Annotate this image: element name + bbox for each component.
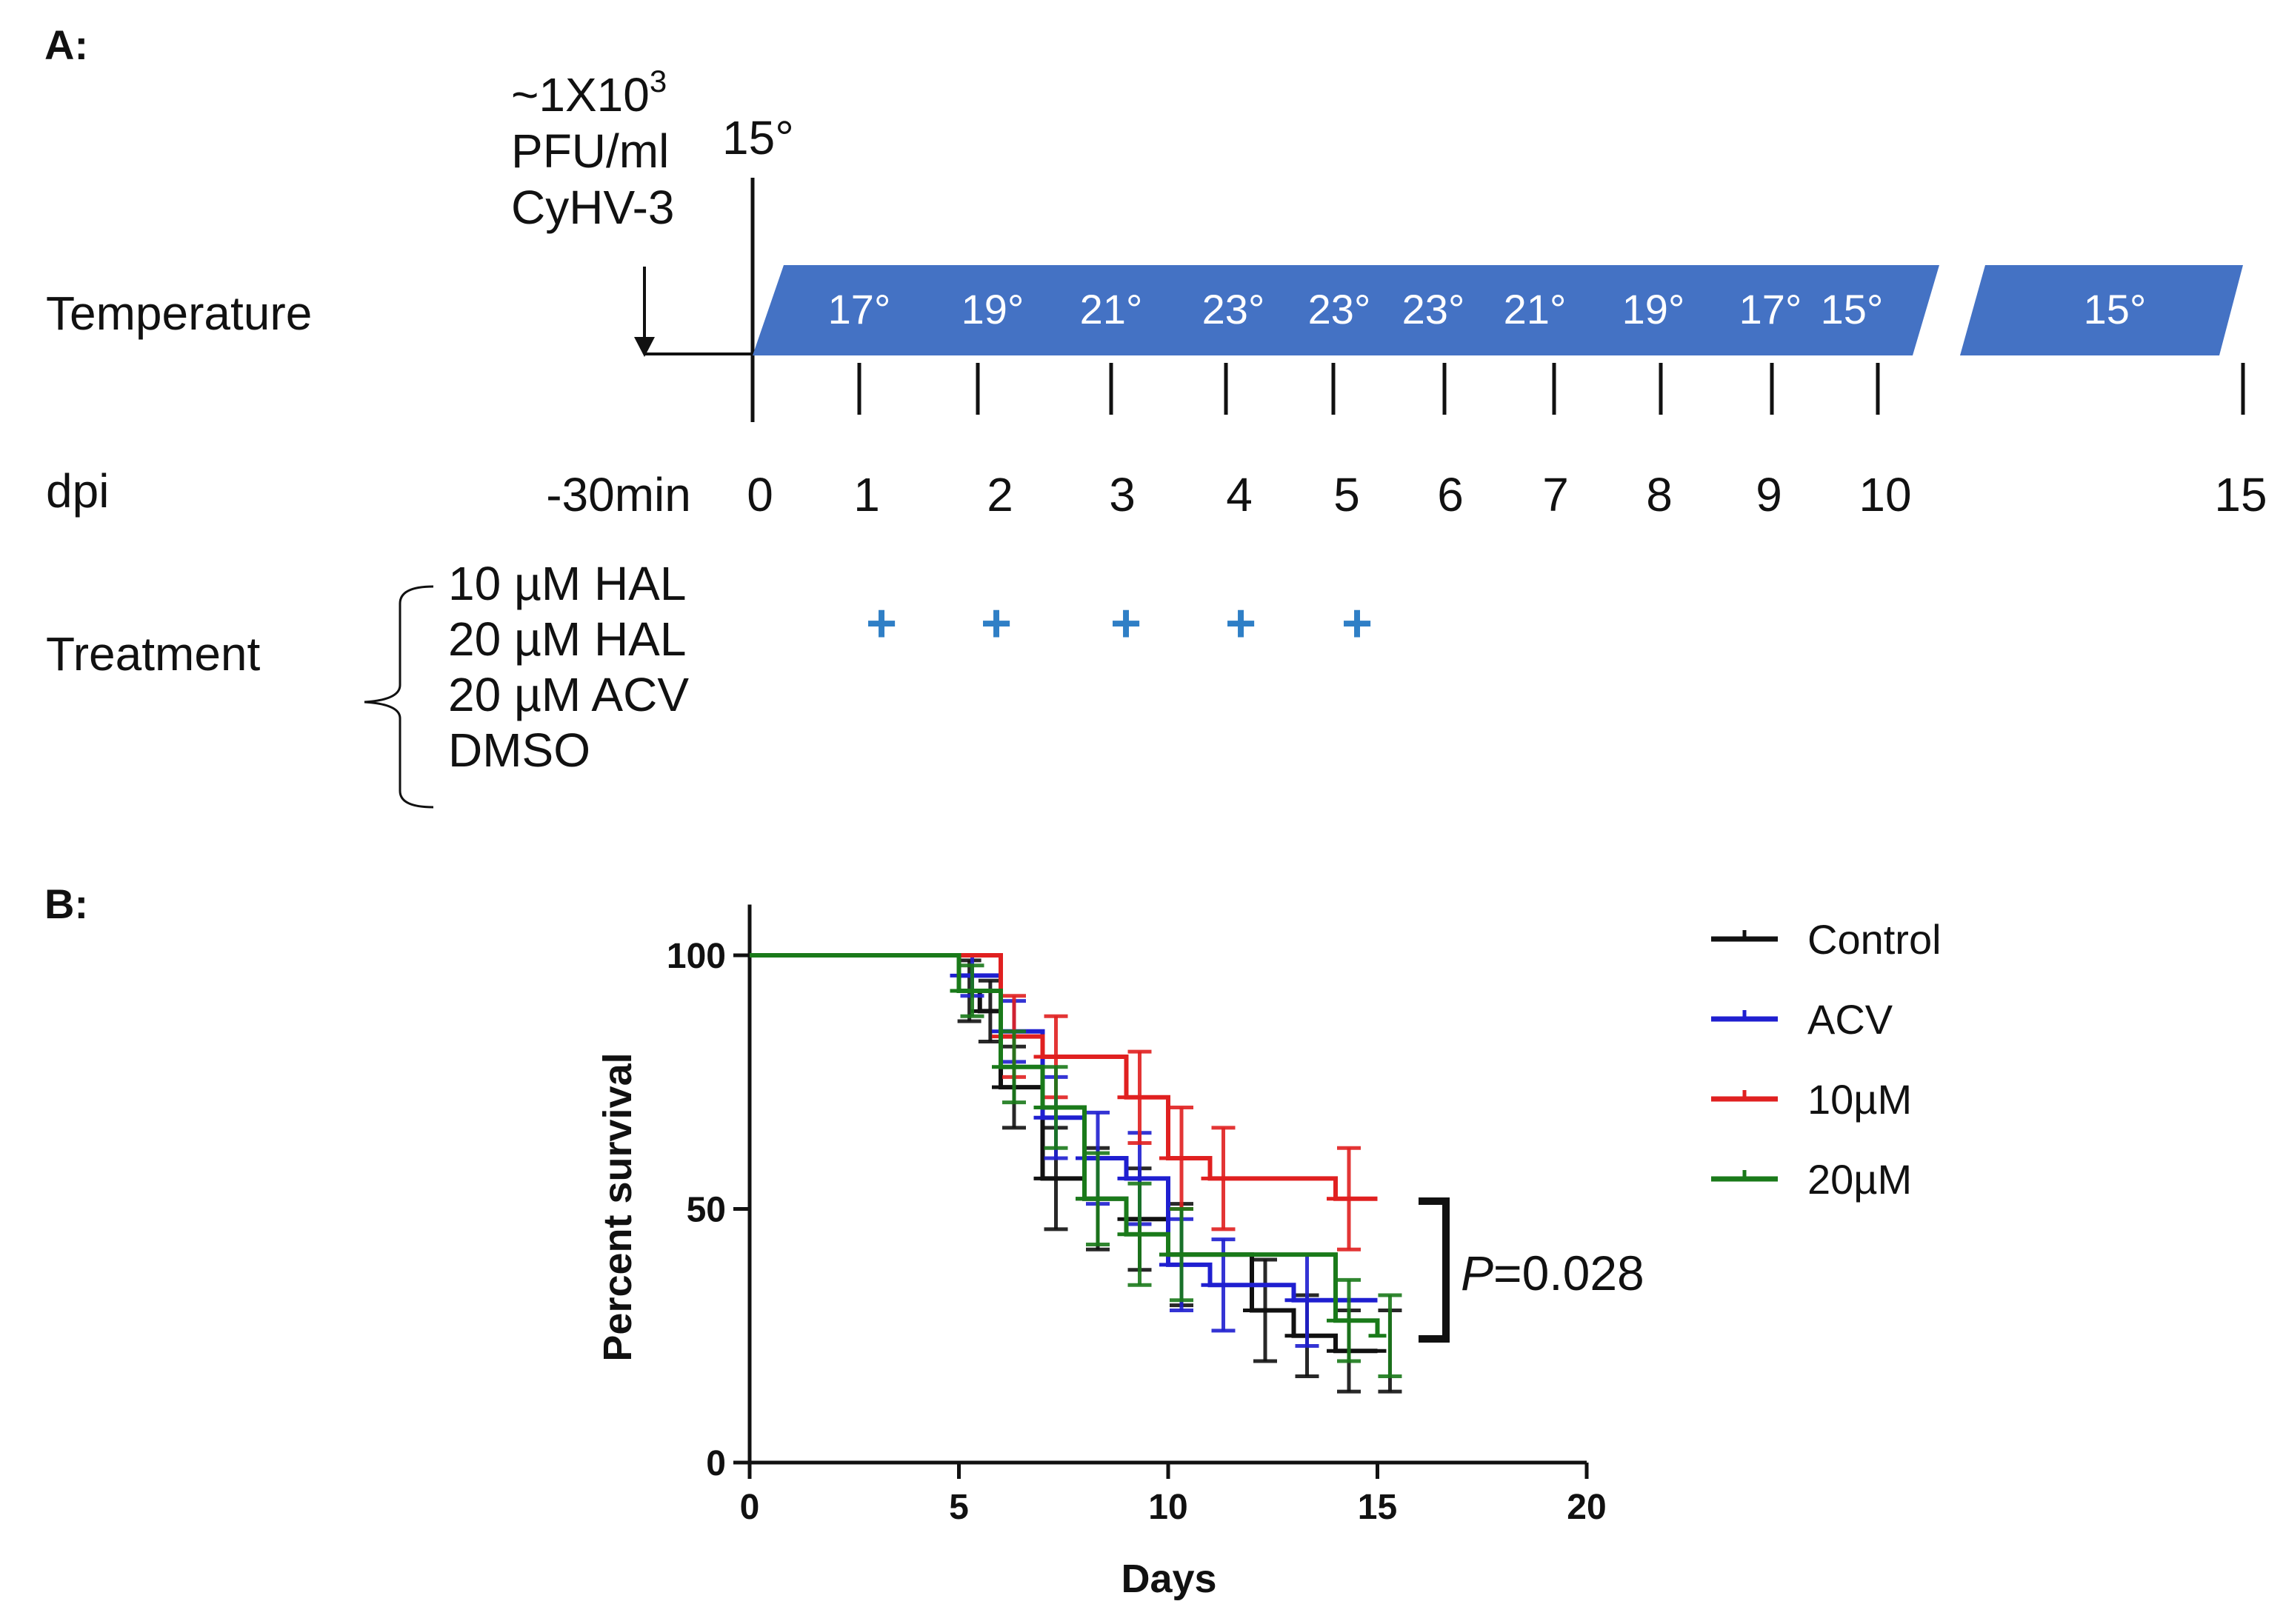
series-acv (750, 953, 1378, 1348)
temp-label-9: 15° (1821, 286, 1884, 333)
legend-item-10m: 10µM (1711, 1076, 1912, 1123)
temp-label-final: 15° (2084, 286, 2147, 333)
survival-chart: 0 50 100 0 5 10 15 20 Days Percent survival P=… (596, 904, 1942, 1601)
x-tick-label-10: 10 (1148, 1488, 1187, 1527)
treatment-item-1: 20 µM HAL (448, 612, 686, 666)
dpi-label-9: 8 (1646, 468, 1673, 521)
treatment-item-3: DMSO (448, 724, 590, 777)
significance-bracket (1419, 1197, 1450, 1343)
temp-label-2: 21° (1080, 286, 1143, 333)
panel-b-label: B: (44, 880, 88, 927)
dpi-label-7: 6 (1437, 468, 1464, 521)
inoculum-line1: ~1X103 (511, 64, 667, 121)
dpi-label-8: 7 (1542, 468, 1569, 521)
temp-label-7: 19° (1622, 286, 1685, 333)
legend-label-20m: 20µM (1807, 1156, 1912, 1203)
series-control (750, 953, 1402, 1394)
inoculum-line3: CyHV-3 (511, 181, 675, 234)
treatment-item-2: 20 µM ACV (448, 668, 689, 721)
row-label-treatment: Treatment (46, 627, 261, 681)
temp-label-0: 17° (828, 286, 891, 333)
legend-label-acv: ACV (1807, 996, 1893, 1043)
y-axis-ticks: 0 50 100 (667, 937, 750, 1483)
temperature-band-final (1960, 265, 2243, 355)
temperature-labels: 17° 19° 21° 23° 23° 23° 21° 19° 17° 15° (828, 286, 1884, 333)
legend-item-acv: ACV (1711, 996, 1893, 1043)
x-tick-label-15: 15 (1358, 1488, 1397, 1527)
dpi-label-10: 9 (1756, 468, 1782, 521)
treatment-mark-day-2: + (981, 594, 1012, 653)
treatment-bracket (364, 585, 434, 809)
y-tick-label-50: 50 (687, 1191, 726, 1230)
row-label-temperature: Temperature (46, 287, 312, 340)
dpi-labels: -30min 0 1 2 3 4 5 6 7 8 9 10 15 (546, 468, 2267, 521)
x-tick-label-20: 20 (1567, 1488, 1606, 1527)
x-axis-title: Days (1121, 1557, 1216, 1601)
dpi-label-2: 1 (853, 468, 880, 521)
start-temp-label: 15° (722, 111, 794, 164)
temp-label-6: 21° (1504, 286, 1567, 333)
series-line-20m (750, 953, 1380, 1336)
temp-label-3: 23° (1202, 286, 1265, 333)
dpi-label-12: 15 (2214, 468, 2267, 521)
temperature-band-main (753, 265, 1939, 355)
treatment-mark-day-3: + (1110, 594, 1142, 653)
legend-item-20m: 20µM (1711, 1156, 1912, 1203)
dpi-label-1: 0 (747, 468, 773, 521)
x-tick-label-5: 5 (949, 1488, 969, 1527)
inoculum-line2: PFU/ml (511, 124, 669, 178)
dpi-label-3: 2 (987, 468, 1013, 521)
p-value-annotation: P=0.028 (1461, 1246, 1644, 1300)
x-tick-label-0: 0 (740, 1488, 760, 1527)
dpi-label-11: 10 (1859, 468, 1911, 521)
temp-label-4: 23° (1308, 286, 1371, 333)
timeline-ticks (857, 363, 2245, 415)
y-tick-label-0: 0 (706, 1444, 726, 1483)
panel-a-label: A: (44, 21, 88, 68)
y-tick-label-100: 100 (667, 937, 726, 976)
legend: Control ACV 10µM 20µM (1711, 916, 1942, 1203)
legend-label-control: Control (1807, 916, 1942, 963)
treatment-mark-day-4: + (1225, 594, 1256, 653)
treatment-item-0: 10 µM HAL (448, 557, 686, 610)
inoculation-arrow-head (634, 337, 655, 357)
y-axis-title: Percent survival (596, 1052, 640, 1361)
survival-series (750, 953, 1402, 1394)
x-axis-ticks: 0 5 10 15 20 (740, 1463, 1607, 1527)
treatment-mark-day-5: + (1342, 594, 1373, 653)
series-20m (750, 953, 1402, 1379)
legend-item-control: Control (1711, 916, 1942, 963)
treatment-marks: + + + + + (866, 594, 1373, 653)
dpi-label-0: -30min (546, 468, 691, 521)
temp-label-8: 17° (1739, 286, 1802, 333)
dpi-label-5: 4 (1226, 468, 1253, 521)
temp-label-5: 23° (1402, 286, 1465, 333)
row-label-dpi: dpi (46, 464, 109, 518)
temp-label-1: 19° (961, 286, 1024, 333)
series-10m (750, 953, 1378, 1252)
legend-label-10m: 10µM (1807, 1076, 1912, 1123)
dpi-label-4: 3 (1109, 468, 1136, 521)
dpi-label-6: 5 (1333, 468, 1360, 521)
treatment-mark-day-1: + (866, 594, 897, 653)
